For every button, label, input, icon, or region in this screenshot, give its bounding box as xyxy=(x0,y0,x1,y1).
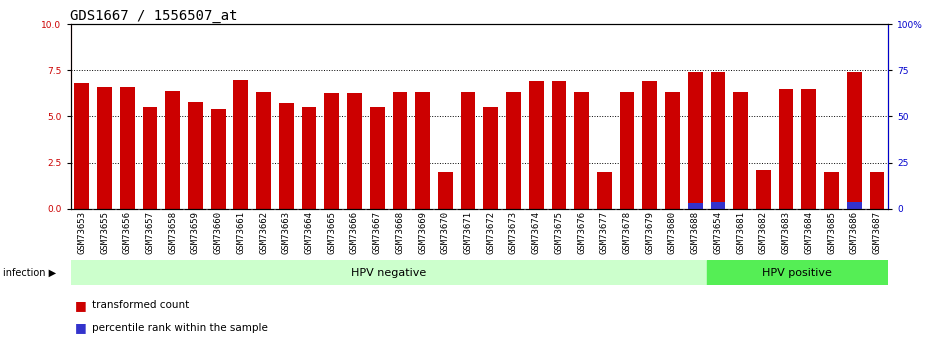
Text: GSM73675: GSM73675 xyxy=(555,211,563,254)
Text: GSM73661: GSM73661 xyxy=(236,211,245,254)
Bar xyxy=(393,92,407,209)
Bar xyxy=(642,81,657,209)
Bar xyxy=(733,92,748,209)
Text: GSM73679: GSM73679 xyxy=(645,211,654,254)
Bar xyxy=(233,79,248,209)
Bar xyxy=(347,93,362,209)
Bar xyxy=(552,81,566,209)
Text: GSM73682: GSM73682 xyxy=(759,211,768,254)
Bar xyxy=(461,92,476,209)
Text: GSM73677: GSM73677 xyxy=(600,211,609,254)
Bar xyxy=(74,83,89,209)
Text: HPV negative: HPV negative xyxy=(351,268,426,277)
Text: GSM73667: GSM73667 xyxy=(372,211,382,254)
Text: ■: ■ xyxy=(75,299,86,312)
Bar xyxy=(529,81,543,209)
Bar xyxy=(778,89,793,209)
Text: GSM73654: GSM73654 xyxy=(713,211,723,254)
Text: GSM73660: GSM73660 xyxy=(213,211,223,254)
Bar xyxy=(619,92,634,209)
Text: GSM73669: GSM73669 xyxy=(418,211,427,254)
Text: GSM73684: GSM73684 xyxy=(805,211,813,254)
Bar xyxy=(802,89,816,209)
Text: GSM73673: GSM73673 xyxy=(509,211,518,254)
Bar xyxy=(870,172,885,209)
Text: GSM73672: GSM73672 xyxy=(486,211,495,254)
Text: GSM73662: GSM73662 xyxy=(259,211,268,254)
Bar xyxy=(324,93,339,209)
Text: GSM73685: GSM73685 xyxy=(827,211,836,254)
Bar xyxy=(688,72,702,209)
Text: GSM73671: GSM73671 xyxy=(463,211,473,254)
Text: GSM73664: GSM73664 xyxy=(305,211,314,254)
Bar xyxy=(756,170,771,209)
Bar xyxy=(711,72,726,209)
Text: GSM73665: GSM73665 xyxy=(327,211,337,254)
Bar xyxy=(120,87,134,209)
Text: GSM73681: GSM73681 xyxy=(736,211,745,254)
Text: GSM73676: GSM73676 xyxy=(577,211,587,254)
Bar xyxy=(597,172,612,209)
Bar xyxy=(302,107,317,209)
Text: HPV positive: HPV positive xyxy=(762,268,833,277)
Text: GSM73668: GSM73668 xyxy=(396,211,404,254)
Bar xyxy=(415,92,430,209)
Text: GSM73653: GSM73653 xyxy=(77,211,86,254)
Text: GSM73687: GSM73687 xyxy=(872,211,882,254)
Bar xyxy=(257,92,271,209)
Bar xyxy=(688,203,702,209)
Bar xyxy=(483,107,498,209)
Bar xyxy=(143,107,157,209)
Text: infection ▶: infection ▶ xyxy=(3,268,56,277)
Text: GSM73688: GSM73688 xyxy=(691,211,699,254)
Bar xyxy=(70,260,707,285)
Bar xyxy=(711,202,726,209)
Bar xyxy=(369,107,384,209)
Text: GSM73680: GSM73680 xyxy=(668,211,677,254)
Text: GSM73670: GSM73670 xyxy=(441,211,450,254)
Bar xyxy=(165,91,180,209)
Text: GSM73686: GSM73686 xyxy=(850,211,859,254)
Bar xyxy=(824,172,838,209)
Text: GSM73659: GSM73659 xyxy=(191,211,200,254)
Bar xyxy=(506,92,521,209)
Bar xyxy=(97,87,112,209)
Bar xyxy=(847,72,862,209)
Bar xyxy=(847,202,862,209)
Bar xyxy=(707,260,888,285)
Text: transformed count: transformed count xyxy=(92,300,189,310)
Text: GSM73656: GSM73656 xyxy=(123,211,132,254)
Text: GSM73683: GSM73683 xyxy=(781,211,791,254)
Text: GSM73657: GSM73657 xyxy=(146,211,154,254)
Text: ■: ■ xyxy=(75,321,86,334)
Bar xyxy=(279,102,293,209)
Text: GSM73666: GSM73666 xyxy=(350,211,359,254)
Bar xyxy=(666,92,680,209)
Text: GSM73658: GSM73658 xyxy=(168,211,178,254)
Bar xyxy=(574,92,589,209)
Text: GSM73663: GSM73663 xyxy=(282,211,290,254)
Text: GSM73674: GSM73674 xyxy=(532,211,540,254)
Text: GDS1667 / 1556507_at: GDS1667 / 1556507_at xyxy=(70,9,238,23)
Bar xyxy=(188,102,203,209)
Bar xyxy=(211,109,226,209)
Text: GSM73678: GSM73678 xyxy=(622,211,632,254)
Text: percentile rank within the sample: percentile rank within the sample xyxy=(92,323,268,333)
Text: GSM73655: GSM73655 xyxy=(100,211,109,254)
Bar xyxy=(438,172,453,209)
